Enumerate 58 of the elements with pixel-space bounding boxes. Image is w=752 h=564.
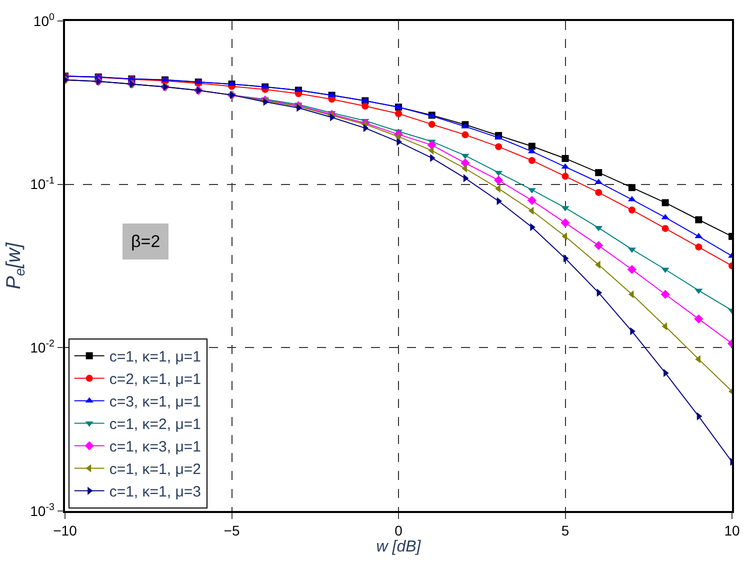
legend-label: c=1, κ=1, μ=3 xyxy=(109,484,201,501)
point xyxy=(362,102,369,110)
point xyxy=(527,196,536,205)
y-tick-label: 10$^{-2}$ xyxy=(30,338,54,356)
legend-label: c=2, κ=1, μ=1 xyxy=(109,371,201,388)
y-tick-label: 10$^{0}$ xyxy=(33,12,55,29)
point xyxy=(628,290,634,298)
point xyxy=(528,142,536,150)
point xyxy=(462,131,469,138)
legend-label: c=1, κ=1, μ=2 xyxy=(109,461,201,478)
point xyxy=(495,143,502,150)
point xyxy=(560,218,570,228)
point xyxy=(694,314,704,324)
x-tick-label: −10 xyxy=(53,522,78,539)
point xyxy=(528,148,536,154)
legend-label: c=3, κ=1, μ=1 xyxy=(109,394,201,411)
point xyxy=(694,232,703,238)
point xyxy=(363,124,369,132)
x-tick-label: 10 xyxy=(724,522,740,539)
point xyxy=(628,206,636,214)
point xyxy=(395,110,402,118)
point xyxy=(662,199,669,206)
point xyxy=(428,120,436,128)
legend-label: c=1, κ=1, μ=1 xyxy=(109,348,201,366)
point xyxy=(528,206,534,215)
point xyxy=(461,154,470,160)
point xyxy=(595,169,602,176)
point xyxy=(562,172,569,180)
point xyxy=(628,184,636,192)
point xyxy=(528,156,536,164)
point xyxy=(627,264,636,274)
point xyxy=(463,174,469,182)
point xyxy=(561,163,570,169)
point xyxy=(428,146,434,155)
annotation: β=2 xyxy=(131,232,160,251)
point xyxy=(662,224,669,232)
point xyxy=(696,412,702,420)
legend-label: c=1, κ=2, μ=1 xyxy=(109,416,201,434)
point xyxy=(496,197,502,206)
point xyxy=(494,176,504,185)
point xyxy=(595,188,602,196)
y-tick-label: 10$^{-1}$ xyxy=(30,175,54,192)
point xyxy=(695,216,702,224)
legend-label: c=1, κ=3, μ=1 xyxy=(109,438,201,456)
point xyxy=(594,240,604,250)
point xyxy=(596,288,602,297)
point xyxy=(427,140,436,150)
point xyxy=(695,244,702,251)
x-tick-label: 5 xyxy=(561,522,570,539)
x-tick-label: −5 xyxy=(224,522,240,539)
x-tick-label: 0 xyxy=(394,522,403,539)
point xyxy=(660,290,670,299)
x-axis-title: w [dB] xyxy=(376,538,422,556)
point xyxy=(562,154,569,162)
point xyxy=(661,214,670,220)
point xyxy=(662,322,668,330)
y-tick-label: 10$^{-3}$ xyxy=(30,502,55,519)
point xyxy=(494,170,503,176)
